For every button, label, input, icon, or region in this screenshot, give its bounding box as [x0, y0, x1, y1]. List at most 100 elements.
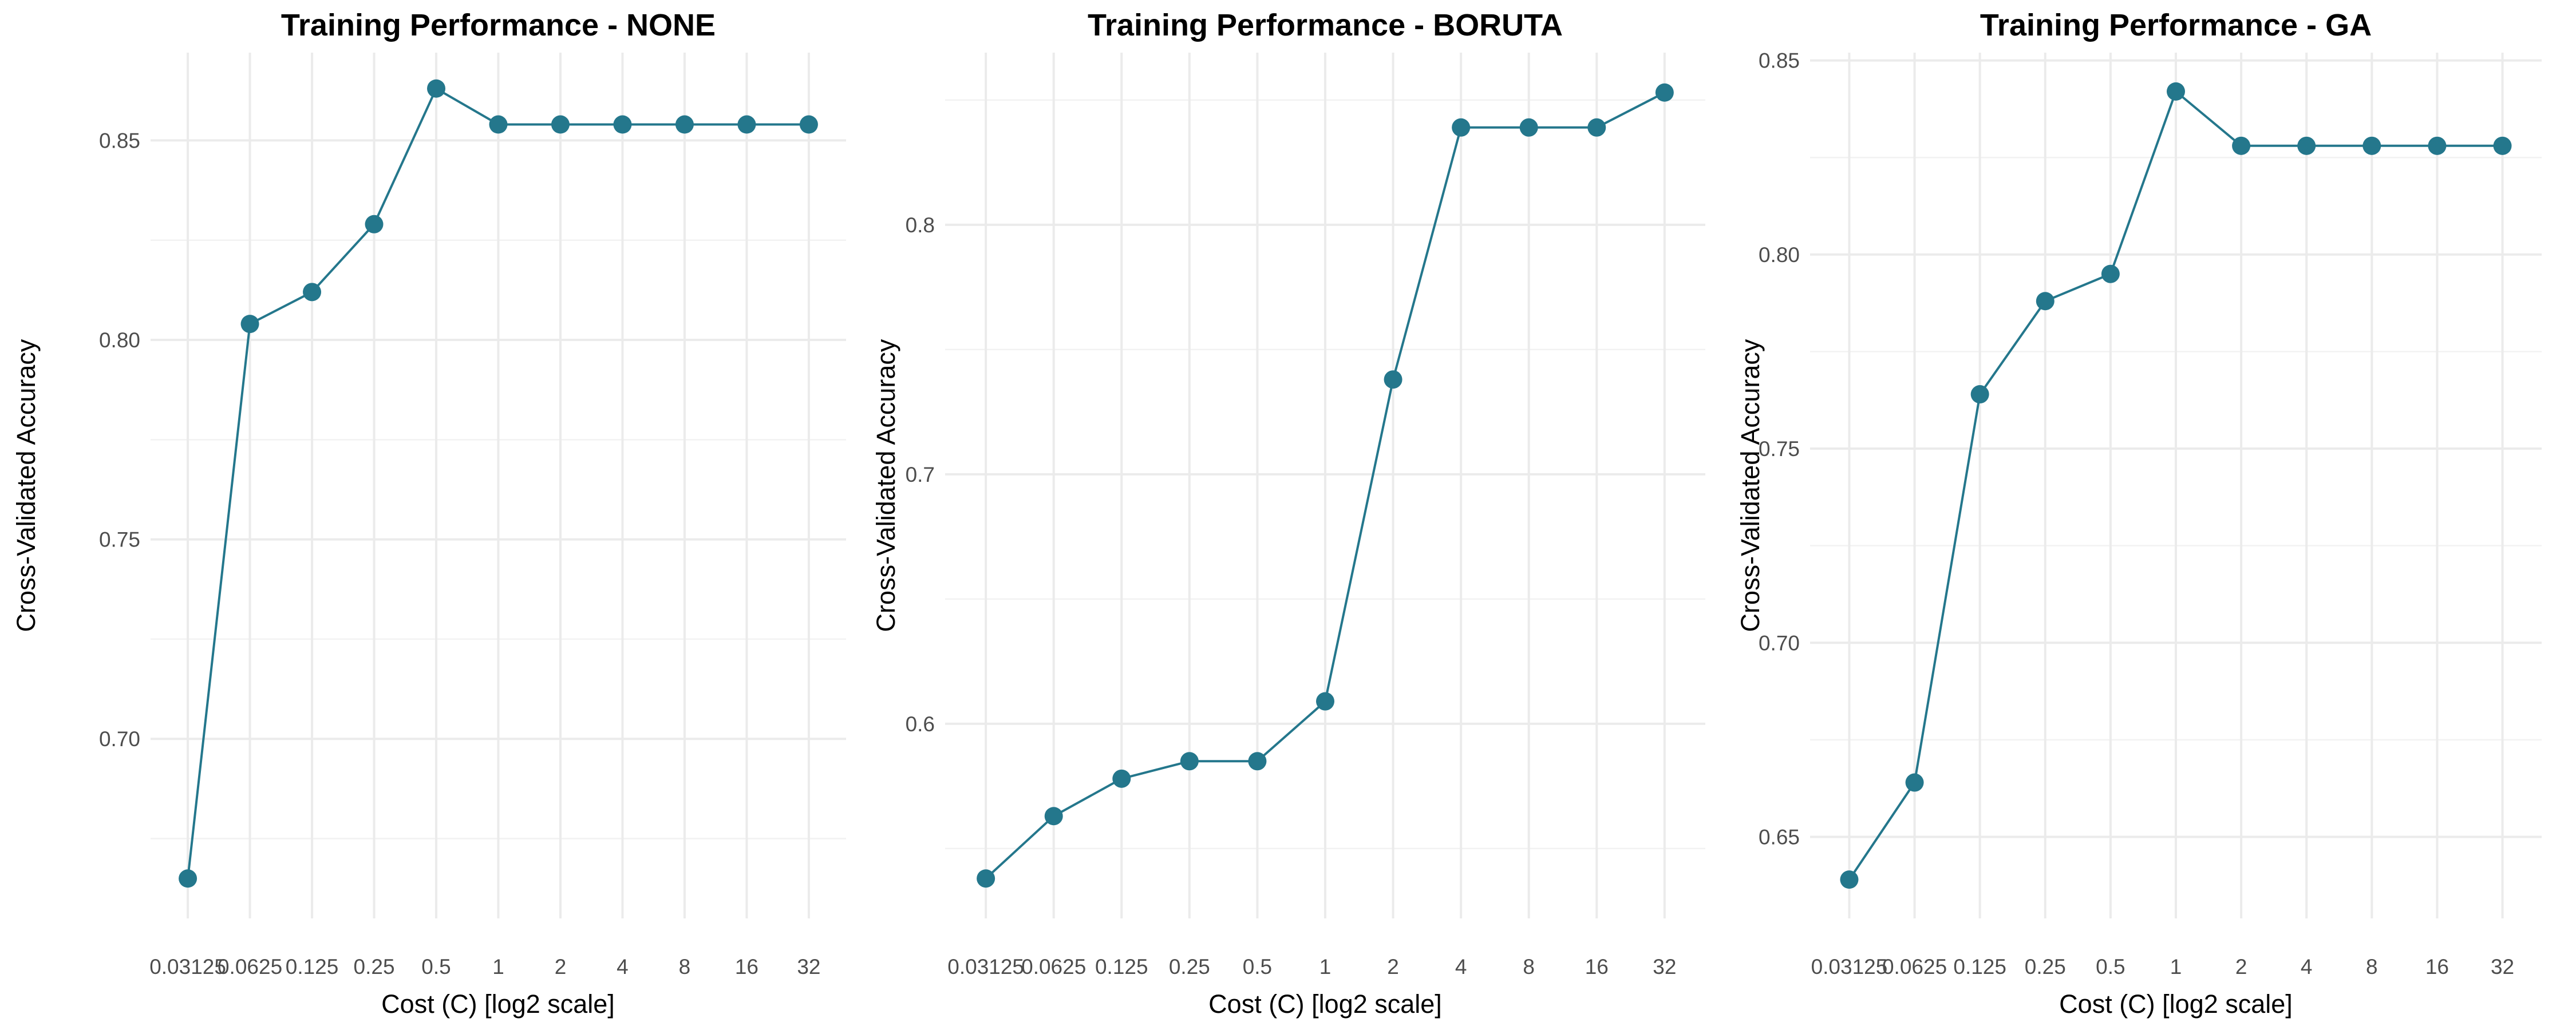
x-tick-label: 32 — [1653, 955, 1676, 978]
data-point — [1384, 370, 1402, 389]
y-axis-title: Cross-Validated Accuracy — [1736, 339, 1765, 632]
data-point — [1970, 385, 1989, 404]
grid — [1810, 53, 2542, 918]
data-point — [2101, 264, 2120, 283]
x-tick-label: 8 — [679, 955, 691, 978]
y-tick-label: 0.85 — [1759, 49, 1800, 73]
data-point — [179, 869, 197, 888]
data-point — [427, 79, 446, 98]
x-tick-label: 0.0625 — [1882, 955, 1947, 978]
x-tick-label: 0.03125 — [947, 955, 1024, 978]
x-tick-label: 0.125 — [286, 955, 339, 978]
data-point — [1452, 118, 1471, 137]
grid — [151, 53, 846, 918]
x-tick-label: 0.0625 — [218, 955, 282, 978]
data-point — [303, 283, 322, 302]
y-tick-label: 0.70 — [99, 727, 140, 751]
data-point — [489, 115, 508, 134]
x-axis-title: Cost (C) [log2 scale] — [2059, 989, 2293, 1019]
data-point — [1248, 752, 1267, 771]
x-tick-label: 0.5 — [1243, 955, 1272, 978]
data-point — [675, 115, 694, 134]
data-points — [179, 79, 818, 888]
data-point — [1587, 118, 1606, 137]
x-tick-label: 1 — [492, 955, 504, 978]
y-axis-title: Cross-Validated Accuracy — [11, 339, 41, 632]
x-tick-label: 0.0625 — [1021, 955, 1086, 978]
data-point — [1905, 773, 1924, 792]
data-point — [1840, 870, 1859, 889]
panel-title: Training Performance - NONE — [281, 8, 716, 42]
x-tick-label: 8 — [2366, 955, 2378, 978]
y-tick-label: 0.8 — [906, 213, 935, 237]
x-tick-label: 0.5 — [2096, 955, 2125, 978]
x-tick-label: 0.5 — [421, 955, 451, 978]
panel-title: Training Performance - BORUTA — [1088, 8, 1563, 42]
y-axis-title: Cross-Validated Accuracy — [871, 339, 900, 632]
data-point — [2362, 136, 2381, 155]
x-tick-label: 32 — [2491, 955, 2514, 978]
x-tick-label: 16 — [735, 955, 758, 978]
data-point — [613, 115, 632, 134]
data-point — [2428, 136, 2447, 155]
x-tick-label: 0.125 — [1953, 955, 2006, 978]
data-point — [365, 215, 384, 233]
data-point — [1112, 769, 1131, 788]
y-tick-label: 0.75 — [99, 528, 140, 552]
y-tick-label: 0.7 — [906, 463, 935, 486]
x-axis-title: Cost (C) [log2 scale] — [1208, 989, 1442, 1019]
data-point — [2167, 82, 2185, 101]
panel-boruta: Training Performance - BORUTA Cost (C) [… — [871, 8, 1705, 1019]
y-tick-label: 0.80 — [1759, 243, 1800, 267]
data-point — [1655, 83, 1674, 102]
x-tick-label: 4 — [1455, 955, 1467, 978]
y-tick-label: 0.80 — [99, 328, 140, 352]
x-tick-label: 4 — [2301, 955, 2313, 978]
x-tick-label: 0.25 — [1169, 955, 1210, 978]
x-tick-label: 32 — [797, 955, 820, 978]
data-point — [240, 315, 259, 334]
data-point — [799, 115, 818, 134]
panel-title: Training Performance - GA — [1980, 8, 2372, 42]
x-tick-label: 0.125 — [1095, 955, 1148, 978]
data-point — [2036, 292, 2055, 311]
grid — [945, 53, 1705, 918]
panel-ga: Training Performance - GA Cost (C) [log2… — [1736, 8, 2542, 1019]
y-tick-label: 0.70 — [1759, 631, 1800, 655]
x-tick-label: 0.25 — [2025, 955, 2066, 978]
x-tick-label: 2 — [1387, 955, 1399, 978]
y-tick-label: 0.65 — [1759, 826, 1800, 849]
y-tick-label: 0.75 — [1759, 437, 1800, 461]
data-point — [977, 869, 995, 888]
panel-none: Training Performance - NONE Cost (C) [lo… — [11, 8, 846, 1019]
data-points — [977, 83, 1674, 888]
x-tick-label: 16 — [2425, 955, 2449, 978]
data-point — [2297, 136, 2316, 155]
y-tick-labels: 0.6 0.7 0.8 — [906, 213, 935, 736]
x-tick-label: 1 — [2170, 955, 2182, 978]
y-tick-label: 0.85 — [99, 129, 140, 152]
data-point — [1044, 807, 1063, 826]
x-tick-label: 16 — [1585, 955, 1609, 978]
x-tick-label: 0.03125 — [1811, 955, 1888, 978]
y-tick-labels: 0.65 0.70 0.75 0.80 0.85 — [1759, 49, 1800, 849]
data-point — [1316, 692, 1334, 711]
y-tick-label: 0.6 — [906, 712, 935, 736]
x-tick-label: 8 — [1523, 955, 1535, 978]
x-tick-label: 0.03125 — [149, 955, 226, 978]
x-tick-label: 2 — [2235, 955, 2247, 978]
x-axis-title: Cost (C) [log2 scale] — [381, 989, 615, 1019]
y-tick-labels: 0.70 0.75 0.80 0.85 — [99, 129, 140, 751]
data-point — [2493, 136, 2512, 155]
data-point — [551, 115, 570, 134]
data-points — [1840, 82, 2512, 889]
x-tick-label: 2 — [555, 955, 567, 978]
data-point — [2232, 136, 2251, 155]
x-tick-label: 0.25 — [354, 955, 395, 978]
data-point — [1519, 118, 1538, 137]
